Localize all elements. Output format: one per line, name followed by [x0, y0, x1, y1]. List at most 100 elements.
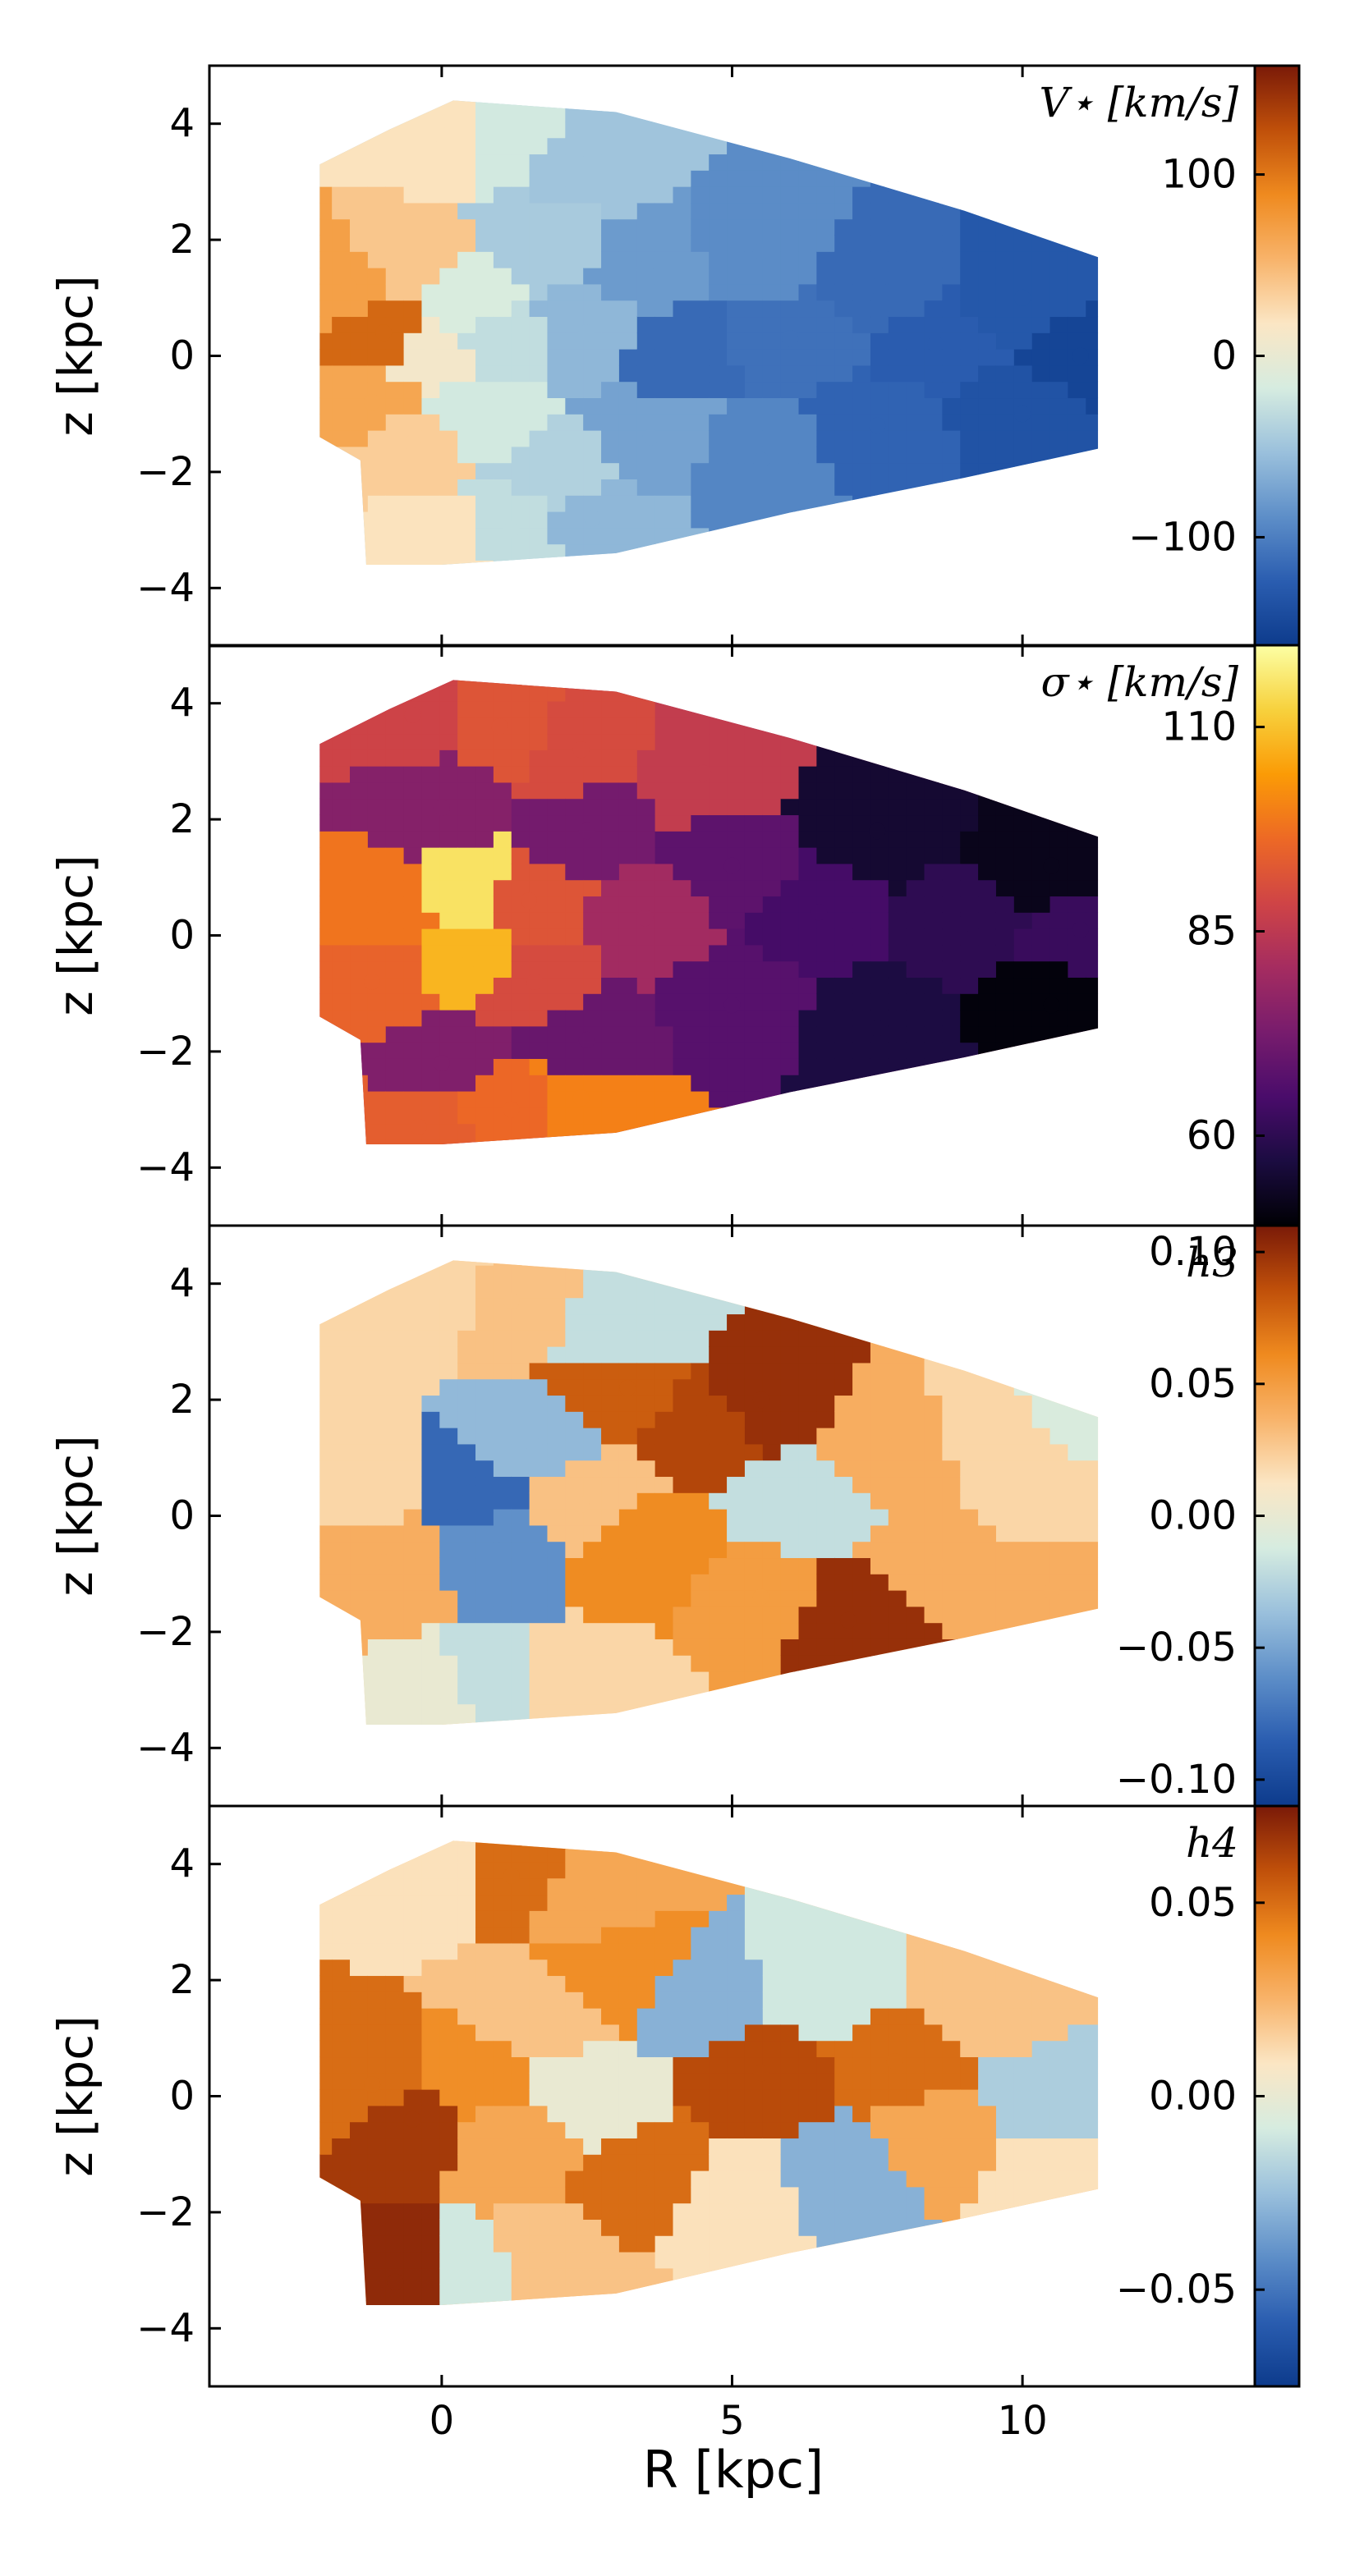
data-cell-2-1 — [462, 880, 480, 897]
colorbar-tick-label: 0.05 — [1149, 1880, 1237, 1926]
x-tick-label: 10 — [998, 2398, 1048, 2444]
data-cell-1-3 — [375, 324, 393, 341]
data-cell-1-5 — [404, 434, 421, 451]
data-cell-4-21 — [538, 2262, 555, 2279]
data-cell-3-16 — [985, 1420, 1002, 1437]
data-cell-4-8 — [636, 2169, 654, 2186]
y-tick-label: 0 — [169, 1493, 195, 1539]
data-cell-3-3 — [462, 1484, 480, 1501]
data-cell-1-2 — [364, 394, 381, 411]
data-cell-2-9 — [578, 823, 595, 840]
data-cell-3-6 — [572, 1496, 590, 1513]
data-cell-2-3 — [375, 898, 393, 915]
data-cell-2-7 — [433, 799, 450, 816]
data-cell-2-19 — [1043, 997, 1060, 1014]
data-cell-2-15 — [869, 823, 886, 840]
data-cell-2-4 — [364, 974, 381, 991]
y-tick-label: 4 — [169, 101, 195, 147]
data-cell-1-17 — [752, 451, 769, 469]
data-cell-3-7 — [619, 1379, 636, 1396]
x-tick-label: 0 — [429, 2398, 455, 2444]
colorbar-tick-label: 0.00 — [1149, 2074, 1237, 2120]
data-cell-4-9 — [695, 1995, 712, 2012]
data-cell-2-16 — [869, 1020, 886, 1037]
data-cell-2-14 — [811, 904, 828, 921]
y-axis-title: z [kpc] — [48, 1435, 103, 1596]
x-axis-title: R [kpc] — [643, 2440, 824, 2500]
y-tick-label: 2 — [169, 796, 195, 842]
panel-title-1: V⋆ [km/s] — [1039, 79, 1238, 126]
data-cell-1-6 — [421, 347, 439, 364]
colorbar-tick-label: −0.10 — [1116, 1757, 1237, 1803]
data-cell-1-13 — [636, 260, 654, 277]
data-cell-4-5 — [526, 2006, 544, 2024]
y-tick-label: −4 — [136, 565, 195, 611]
data-cell-3-10 — [752, 1391, 769, 1409]
data-cell-3-13 — [839, 1611, 857, 1629]
data-cell-2-21 — [404, 706, 421, 723]
y-tick-label: −2 — [136, 449, 195, 495]
data-cell-1-4 — [398, 254, 416, 272]
y-tick-label: 4 — [169, 1841, 195, 1887]
data-cell-1-10 — [538, 231, 555, 249]
panel-title-2: σ⋆ [km/s] — [1040, 658, 1238, 706]
y-tick-label: 4 — [169, 1261, 195, 1307]
data-cell-3-15 — [927, 1554, 944, 1571]
y-tick-label: 0 — [169, 913, 195, 959]
data-cell-1-12 — [578, 324, 595, 341]
data-cell-4-23 — [503, 1867, 520, 1884]
data-cell-2-5 — [520, 892, 537, 910]
data-cell-2-17 — [956, 915, 973, 933]
data-cell-4-22 — [433, 1861, 450, 1878]
colorbar-tick-label: −100 — [1128, 514, 1237, 560]
data-cell-1-21 — [927, 336, 944, 353]
data-cell-3-12 — [793, 1496, 811, 1513]
data-cell-3-11 — [752, 1588, 769, 1606]
y-tick-label: −2 — [136, 1609, 195, 1655]
data-cell-1-14 — [642, 429, 659, 446]
colorbar-tick-label: 0.00 — [1149, 1493, 1237, 1539]
data-cell-2-13 — [723, 997, 741, 1014]
data-cell-1-20 — [869, 417, 886, 434]
x-tick-label: 5 — [719, 2398, 745, 2444]
y-tick-label: 0 — [169, 333, 195, 379]
data-cell-4-10 — [723, 2192, 741, 2209]
data-cell-4-11 — [752, 2065, 769, 2082]
data-cell-4-16 — [985, 1995, 1002, 2012]
data-cell-2-10 — [578, 1031, 595, 1048]
colorbar-2 — [1253, 644, 1301, 1227]
colorbar-tick-label: 100 — [1161, 152, 1237, 198]
data-cell-1-11 — [549, 463, 567, 480]
data-cell-1-23 — [1014, 406, 1031, 423]
data-cell-2-18 — [1043, 857, 1060, 874]
data-cell-3-21 — [503, 1292, 520, 1309]
data-cell-2-8 — [433, 1055, 450, 1072]
data-cell-2-27 — [572, 1089, 590, 1107]
data-cell-1-1 — [340, 277, 357, 295]
y-tick-label: 2 — [169, 217, 195, 263]
data-cell-2-24 — [695, 764, 712, 782]
data-cell-3-2 — [375, 1554, 393, 1571]
data-cell-1-25 — [433, 126, 450, 144]
data-cell-4-6 — [578, 2088, 595, 2105]
data-cell-4-24 — [578, 1891, 595, 1908]
y-tick-label: −4 — [136, 1144, 195, 1190]
data-cell-4-13 — [839, 2169, 857, 2186]
y-tick-label: 2 — [169, 1377, 195, 1423]
data-cell-4-1 — [364, 2076, 381, 2093]
data-cell-1-24 — [1072, 347, 1089, 364]
y-axis-title: z [kpc] — [48, 2015, 103, 2176]
data-cell-3-14 — [886, 1437, 903, 1455]
data-cell-1-29 — [503, 521, 520, 539]
colorbar-tick-label: 110 — [1161, 704, 1237, 750]
data-cell-4-12 — [811, 1983, 828, 2001]
data-cell-4-3 — [462, 2070, 480, 2088]
data-cell-3-1 — [351, 1473, 369, 1490]
data-cell-1-7 — [451, 289, 468, 306]
data-cell-2-25 — [410, 1118, 427, 1135]
colorbar-tick-label: −0.05 — [1116, 1625, 1237, 1671]
data-cell-4-17 — [1043, 2088, 1060, 2105]
data-cell-2-12 — [723, 857, 741, 874]
data-cell-3-17 — [1043, 1496, 1060, 1513]
data-cell-2-23 — [572, 741, 590, 759]
